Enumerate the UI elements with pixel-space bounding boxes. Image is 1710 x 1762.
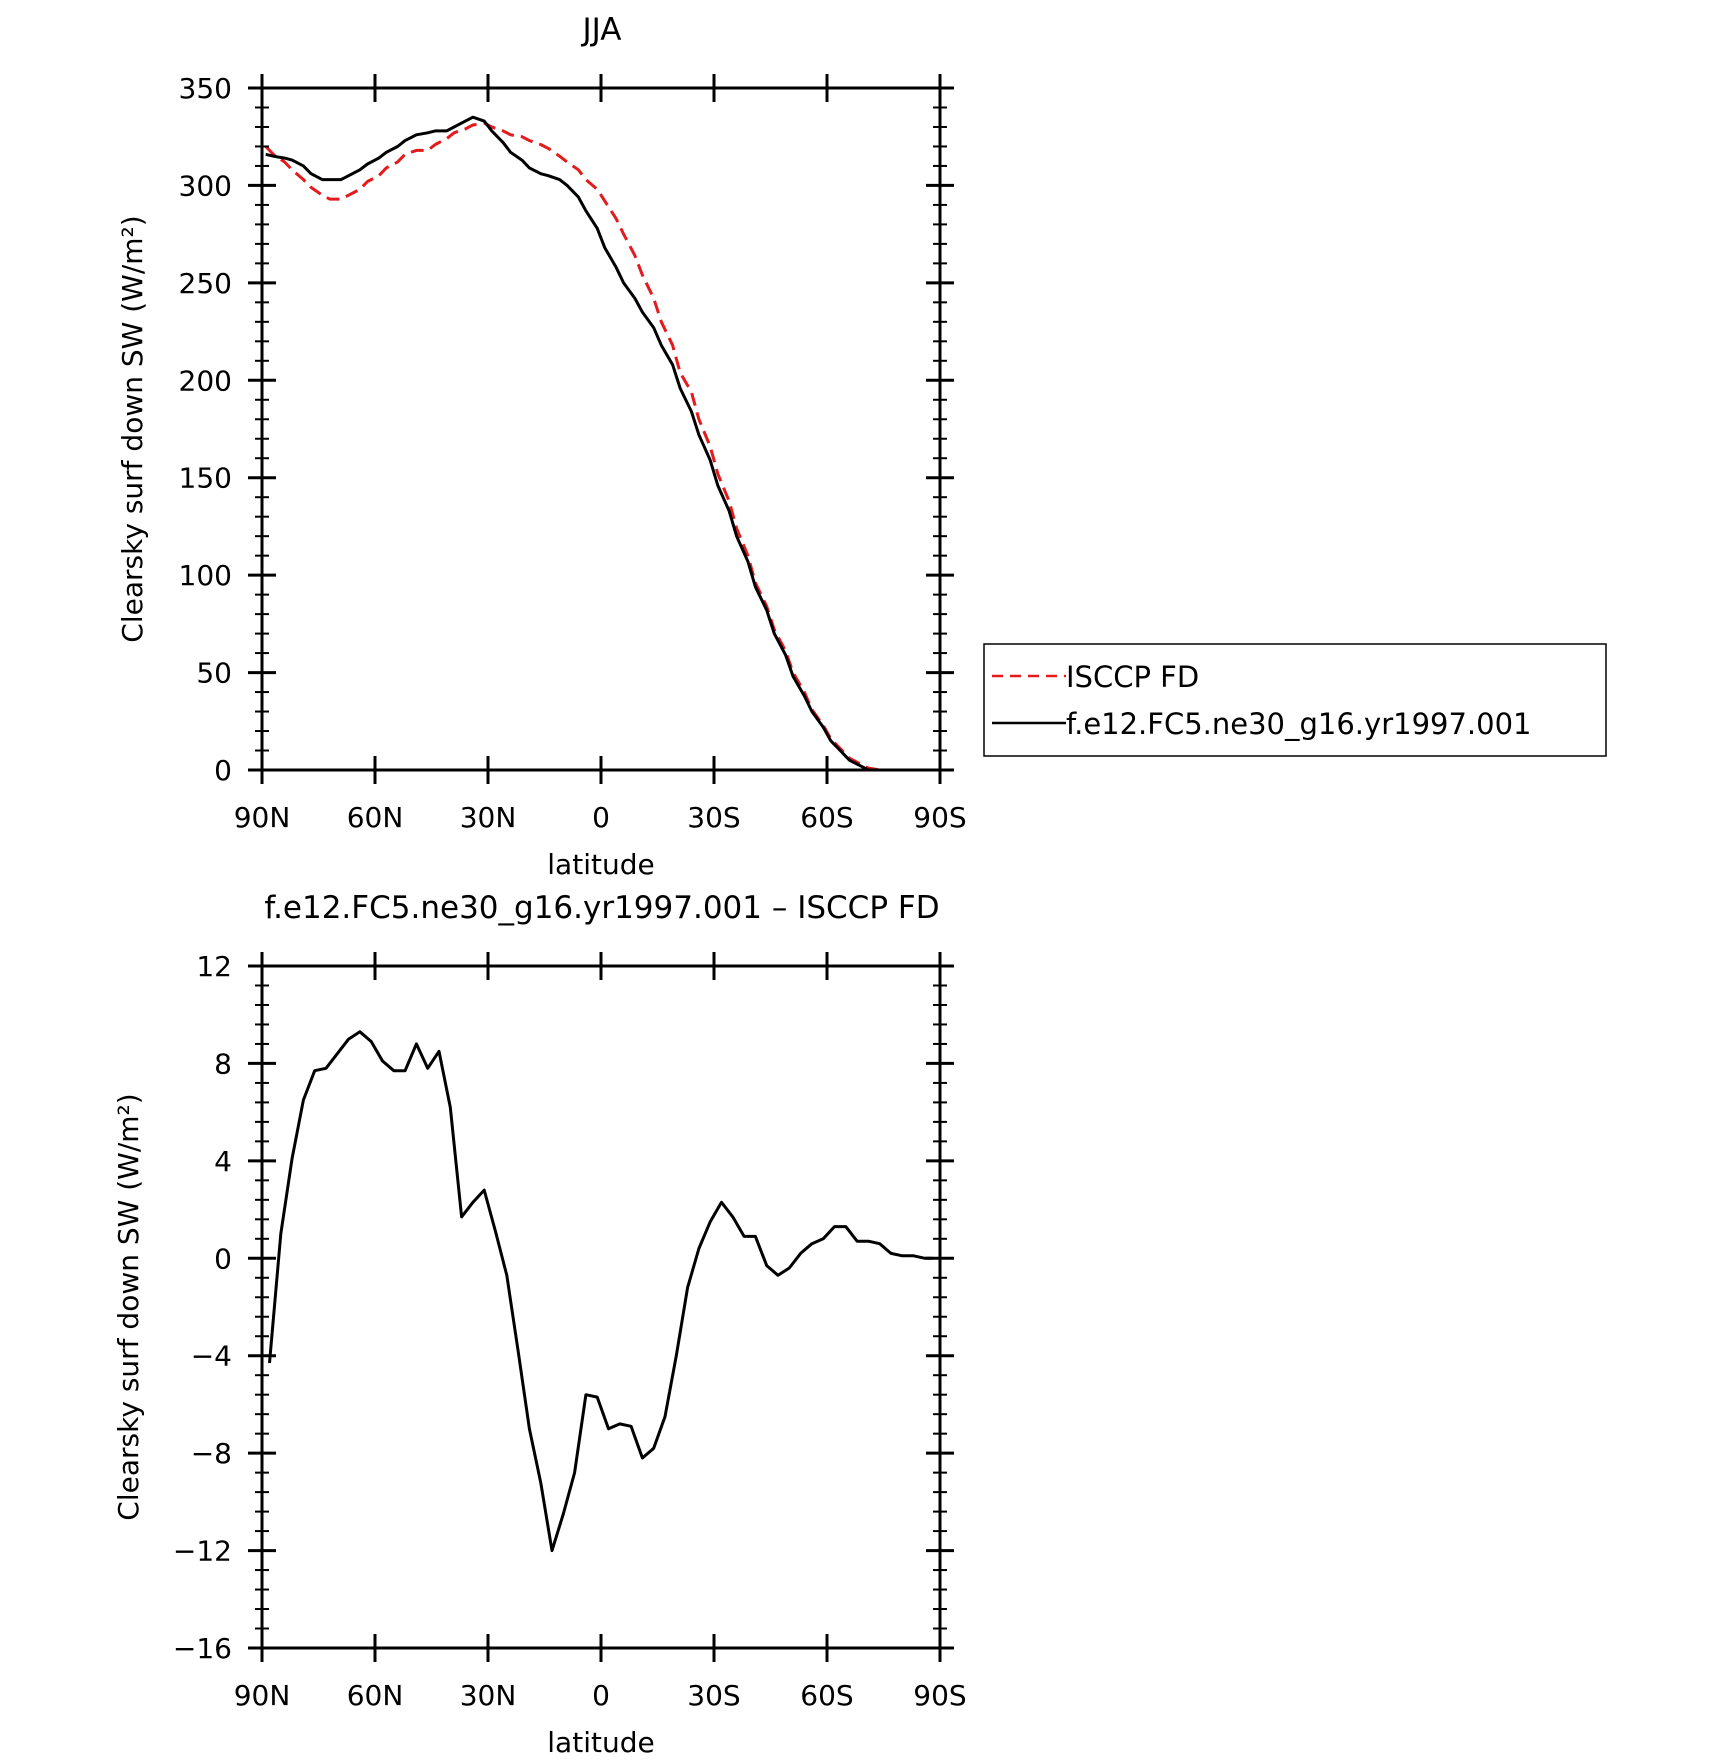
top-x-tick-label: 60S: [800, 801, 853, 834]
bottom-y-tick-label: −16: [173, 1632, 232, 1665]
top-x-axis-label: latitude: [547, 848, 654, 881]
top-x-tick-label: 90N: [234, 801, 291, 834]
bottom-x-tick-label: 0: [592, 1679, 610, 1712]
top-y-tick-label: 300: [179, 169, 232, 202]
top-data-lines: [264, 115, 937, 772]
bottom-series-line-0: [268, 1030, 933, 1553]
bottom-data-lines: [268, 1030, 933, 1553]
bottom-ticks: [248, 952, 954, 1662]
legend-box: [983, 643, 1607, 757]
top-x-tick-label: 90S: [913, 801, 966, 834]
bottom-x-axis-label: latitude: [547, 1726, 654, 1759]
top-y-tick-label: 250: [179, 267, 232, 300]
bottom-y-tick-label: −8: [191, 1437, 232, 1470]
top-y-tick-label: 150: [179, 462, 232, 495]
bottom-y-tick-label: 8: [214, 1047, 232, 1080]
bottom-x-tick-labels: 90N 60N 30N 0 30S 60S 90S: [234, 1679, 967, 1712]
top-x-tick-label: 0: [592, 801, 610, 834]
legend: ISCCP FD f.e12.FC5.ne30_g16.yr1997.001: [983, 643, 1607, 757]
top-y-tick-label: 350: [179, 72, 232, 105]
top-y-tick-label: 0: [214, 754, 232, 787]
bottom-x-tick-label: 90N: [234, 1679, 291, 1712]
bottom-chart-title: f.e12.FC5.ne30_g16.yr1997.001 – ISCCP FD: [264, 890, 939, 926]
top-x-tick-labels: 90N 60N 30N 0 30S 60S 90S: [234, 801, 967, 834]
bottom-y-tick-label: 0: [214, 1242, 232, 1275]
bottom-x-tick-label: 60N: [347, 1679, 404, 1712]
top-x-tick-label: 60N: [347, 801, 404, 834]
top-y-tick-labels: 0 50 100 150 200 250 300 350: [179, 72, 232, 787]
bottom-y-tick-label: −12: [173, 1535, 232, 1568]
bottom-x-tick-label: 90S: [913, 1679, 966, 1712]
top-ticks: [248, 74, 954, 784]
top-chart-title: JJA: [581, 12, 622, 48]
top-x-tick-label: 30S: [687, 801, 740, 834]
top-y-tick-label: 50: [196, 657, 232, 690]
top-panel: JJA 0 50 100 150 200 250 300 350 90N 60N 30N 0 30S 6…: [116, 12, 1607, 881]
top-y-tick-label: 200: [179, 364, 232, 397]
bottom-panel: f.e12.FC5.ne30_g16.yr1997.001 – ISCCP FD…: [112, 890, 967, 1759]
top-x-tick-label: 30N: [460, 801, 517, 834]
legend-label-isccp: ISCCP FD: [1066, 660, 1199, 694]
bottom-y-tick-label: 4: [214, 1145, 232, 1178]
bottom-y-tick-label: −4: [191, 1340, 232, 1373]
bottom-y-tick-labels: −16 −12 −8 −4 0 4 8 12: [173, 950, 232, 1665]
top-series-line-1: [265, 115, 937, 772]
bottom-x-tick-label: 60S: [800, 1679, 853, 1712]
top-y-tick-label: 100: [179, 559, 232, 592]
bottom-y-axis-label: Clearsky surf down SW (W/m²): [112, 1093, 145, 1520]
top-y-axis-label: Clearsky surf down SW (W/m²): [116, 215, 149, 642]
bottom-x-tick-label: 30S: [687, 1679, 740, 1712]
bottom-y-tick-label: 12: [196, 950, 232, 983]
bottom-x-tick-label: 30N: [460, 1679, 517, 1712]
legend-label-model: f.e12.FC5.ne30_g16.yr1997.001: [1066, 707, 1532, 741]
